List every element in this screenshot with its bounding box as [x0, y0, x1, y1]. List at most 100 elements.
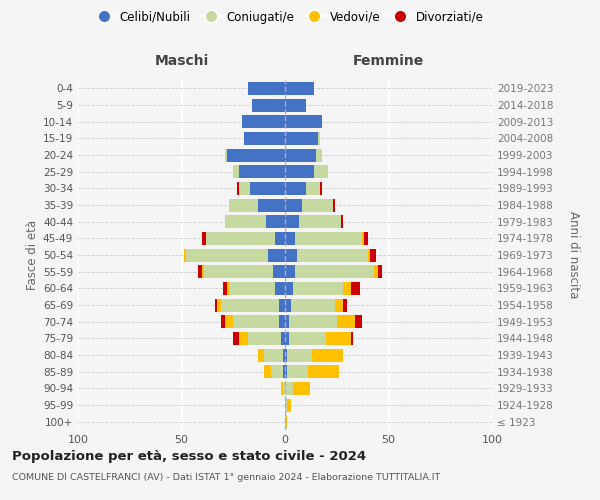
Bar	[287, 365, 308, 378]
Bar	[202, 265, 204, 278]
Bar	[362, 232, 364, 245]
Bar	[293, 382, 310, 395]
Bar	[320, 182, 322, 195]
Bar	[341, 215, 343, 228]
Text: Femmine: Femmine	[353, 54, 424, 68]
Bar	[242, 115, 285, 128]
Bar	[244, 132, 285, 145]
Bar	[229, 282, 275, 295]
Bar	[314, 165, 328, 178]
Bar	[239, 165, 285, 178]
Bar	[295, 265, 374, 278]
Y-axis label: Anni di nascita: Anni di nascita	[568, 212, 581, 298]
Bar	[227, 282, 229, 295]
Bar	[285, 232, 295, 245]
Bar	[289, 315, 337, 328]
Bar	[217, 298, 221, 312]
Bar	[285, 215, 299, 228]
Text: COMUNE DI CASTELFRANCI (AV) - Dati ISTAT 1° gennaio 2024 - Elaborazione TUTTITAL: COMUNE DI CASTELFRANCI (AV) - Dati ISTAT…	[12, 472, 440, 482]
Y-axis label: Fasce di età: Fasce di età	[26, 220, 39, 290]
Bar	[287, 348, 312, 362]
Bar	[252, 98, 285, 112]
Bar	[275, 282, 285, 295]
Bar	[370, 248, 376, 262]
Bar	[285, 265, 295, 278]
Text: Popolazione per età, sesso e stato civile - 2024: Popolazione per età, sesso e stato civil…	[12, 450, 366, 463]
Bar	[285, 182, 306, 195]
Bar	[227, 148, 285, 162]
Bar	[285, 115, 322, 128]
Bar	[302, 198, 332, 211]
Bar	[283, 348, 285, 362]
Bar	[202, 232, 206, 245]
Bar	[265, 365, 271, 378]
Bar	[279, 315, 285, 328]
Bar	[368, 248, 370, 262]
Bar	[283, 365, 285, 378]
Bar	[285, 415, 287, 428]
Bar	[238, 182, 239, 195]
Bar	[250, 182, 285, 195]
Bar	[364, 232, 368, 245]
Bar	[275, 232, 285, 245]
Bar	[285, 82, 314, 95]
Bar	[326, 332, 351, 345]
Bar	[281, 382, 283, 395]
Bar	[285, 398, 287, 411]
Bar	[272, 265, 285, 278]
Bar	[285, 348, 287, 362]
Bar	[308, 365, 339, 378]
Bar	[206, 232, 275, 245]
Bar	[283, 382, 285, 395]
Bar	[233, 315, 279, 328]
Bar	[306, 182, 320, 195]
Bar	[268, 248, 285, 262]
Bar	[258, 348, 265, 362]
Bar	[332, 198, 335, 211]
Bar	[285, 382, 293, 395]
Bar	[312, 348, 343, 362]
Bar	[343, 282, 351, 295]
Bar	[221, 315, 225, 328]
Bar	[239, 182, 250, 195]
Bar	[378, 265, 382, 278]
Bar	[266, 215, 285, 228]
Bar	[265, 348, 283, 362]
Bar	[225, 315, 233, 328]
Bar	[285, 132, 318, 145]
Bar	[374, 265, 378, 278]
Bar	[351, 332, 353, 345]
Bar	[221, 298, 279, 312]
Bar	[285, 315, 289, 328]
Bar	[298, 248, 368, 262]
Bar	[215, 298, 217, 312]
Bar	[248, 332, 281, 345]
Bar	[285, 148, 316, 162]
Bar	[233, 165, 239, 178]
Legend: Celibi/Nubili, Coniugati/e, Vedovi/e, Divorziati/e: Celibi/Nubili, Coniugati/e, Vedovi/e, Di…	[88, 6, 488, 28]
Bar	[285, 198, 302, 211]
Bar	[293, 282, 343, 295]
Bar	[204, 265, 272, 278]
Bar	[239, 332, 248, 345]
Bar	[291, 298, 335, 312]
Bar	[316, 148, 322, 162]
Bar	[285, 365, 287, 378]
Bar	[184, 248, 185, 262]
Bar	[185, 248, 268, 262]
Bar	[225, 148, 227, 162]
Bar	[285, 165, 314, 178]
Bar	[287, 398, 291, 411]
Bar	[351, 282, 359, 295]
Bar	[337, 315, 355, 328]
Bar	[299, 215, 341, 228]
Bar	[233, 332, 239, 345]
Bar	[285, 248, 298, 262]
Bar	[225, 215, 266, 228]
Bar	[343, 298, 347, 312]
Bar	[248, 82, 285, 95]
Bar	[285, 98, 306, 112]
Bar	[289, 332, 326, 345]
Bar	[335, 298, 343, 312]
Bar	[258, 198, 285, 211]
